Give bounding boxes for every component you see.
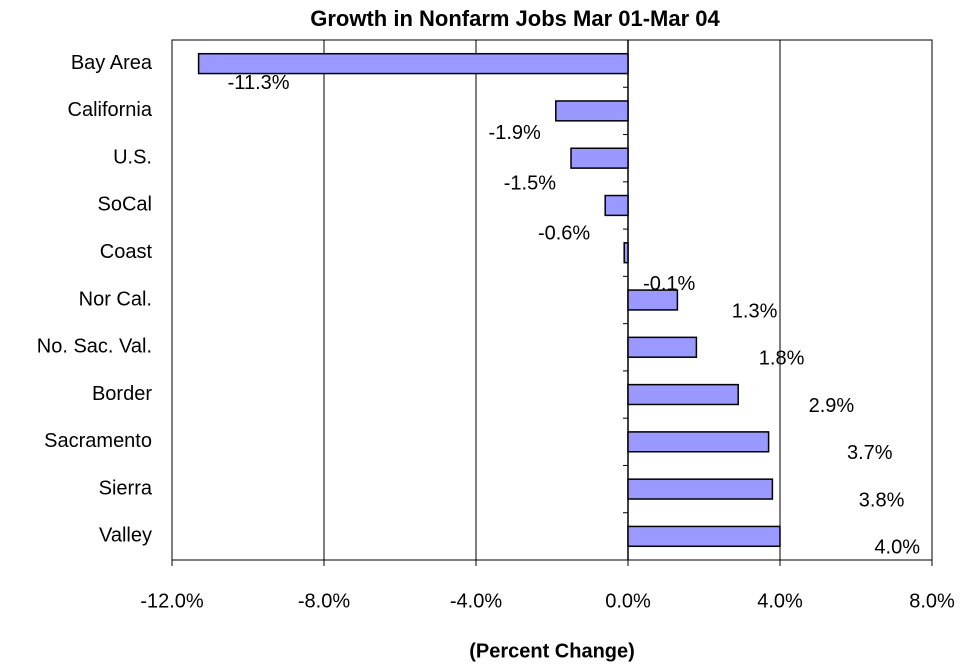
- y-tick-label: Coast: [100, 241, 153, 263]
- y-tick-label: Sierra: [99, 477, 153, 499]
- value-label: 4.0%: [874, 537, 920, 559]
- value-label: -11.3%: [228, 72, 290, 94]
- y-tick-label: No. Sac. Val.: [37, 336, 152, 358]
- bar: [627, 383, 739, 406]
- chart-title: Growth in Nonfarm Jobs Mar 01-Mar 04: [310, 6, 720, 31]
- bar: [197, 52, 629, 75]
- y-tick-label: U.S.: [113, 146, 152, 168]
- bar: [604, 194, 629, 217]
- y-tick-label: Bay Area: [71, 52, 153, 74]
- y-tick-label: SoCal: [98, 194, 152, 216]
- bar: [623, 242, 629, 264]
- bar: [627, 289, 679, 311]
- y-tick-label: Nor Cal.: [79, 288, 152, 310]
- x-tick-label: 0.0%: [605, 590, 651, 612]
- bar: [570, 147, 629, 169]
- value-label: -1.9%: [489, 122, 541, 144]
- x-axis-title: (Percent Change): [469, 640, 635, 662]
- y-tick-label: Valley: [99, 525, 152, 547]
- value-label: -0.6%: [538, 223, 590, 245]
- value-label: 1.8%: [759, 348, 805, 370]
- value-label: -1.5%: [504, 172, 556, 194]
- y-tick-label: Border: [92, 383, 152, 405]
- x-tick-label: -4.0%: [450, 590, 502, 612]
- x-tick-label: -8.0%: [298, 590, 350, 612]
- bar: [627, 431, 770, 453]
- plot-area: [171, 39, 933, 561]
- value-label: 3.8%: [859, 489, 905, 511]
- value-label: 1.3%: [732, 300, 778, 322]
- bar: [627, 525, 781, 548]
- value-label: 3.7%: [847, 442, 893, 464]
- bar: [627, 478, 774, 500]
- x-tick-label: 4.0%: [757, 590, 803, 612]
- value-label: 2.9%: [809, 395, 855, 417]
- y-tick-label: California: [68, 99, 153, 121]
- bar: [627, 336, 698, 358]
- x-tick-label: 8.0%: [909, 590, 955, 612]
- bar: [555, 100, 629, 122]
- y-tick-label: Sacramento: [44, 430, 152, 452]
- x-tick-label: -12.0%: [140, 590, 204, 612]
